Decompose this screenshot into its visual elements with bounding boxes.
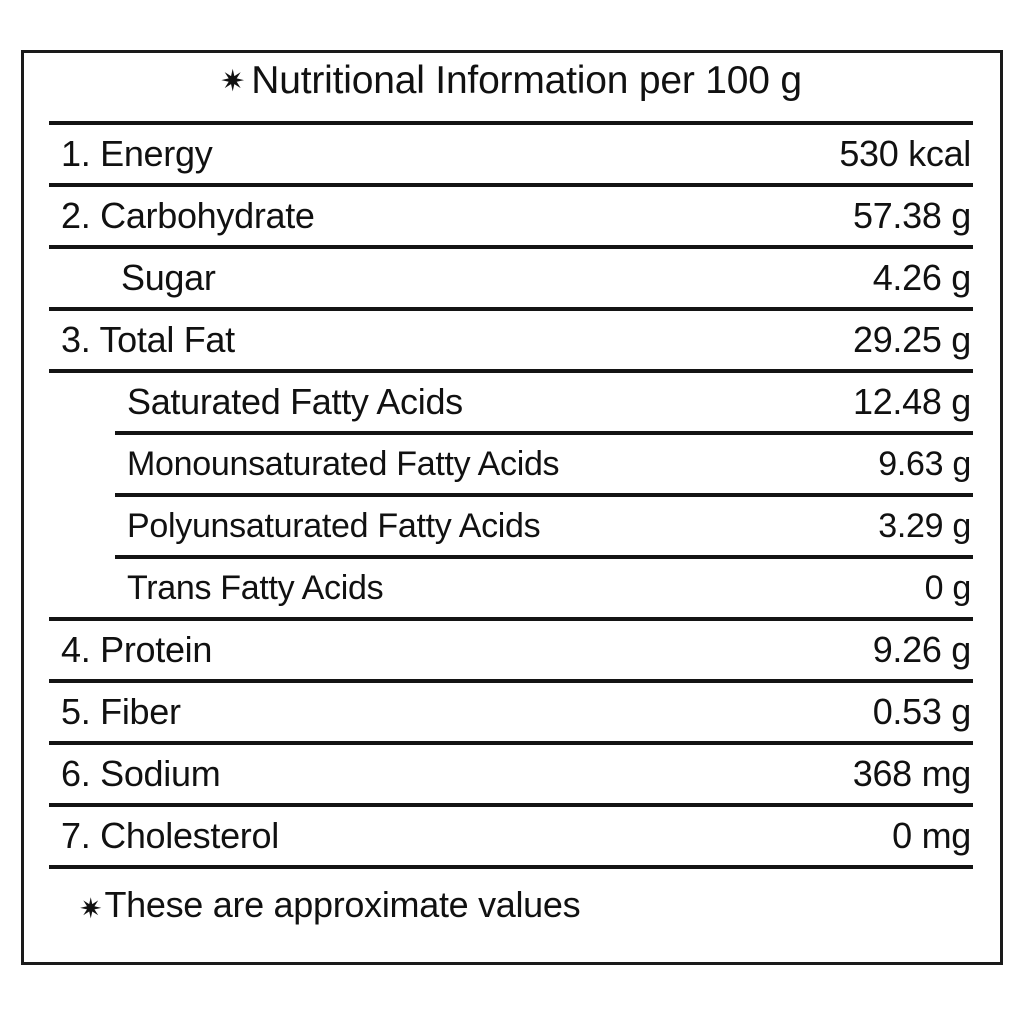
row-value: 12.48 g — [852, 381, 971, 422]
table-row-sugar: Sugar 4.26 g — [49, 249, 973, 307]
row-label: 7. Cholesterol — [61, 815, 279, 856]
table-row-energy: 1. Energy 530 kcal — [49, 125, 973, 183]
divider — [49, 307, 973, 311]
table-row-saturated-fatty-acids: Saturated Fatty Acids 12.48 g — [49, 373, 973, 431]
row-label: Sugar — [121, 257, 216, 298]
table-row-polyunsaturated-fatty-acids: Polyunsaturated Fatty Acids 3.29 g — [49, 497, 973, 555]
row-value: 9.26 g — [872, 629, 972, 670]
row-value: 368 mg — [852, 753, 972, 794]
table-row-monounsaturated-fatty-acids: Monounsaturated Fatty Acids 9.63 g — [49, 435, 973, 493]
row-label: 3. Total Fat — [61, 319, 235, 360]
table-row-total-fat: 3. Total Fat 29.25 g — [49, 311, 973, 369]
divider — [115, 493, 973, 497]
panel-title: ✷ Nutritional Information per 100 g — [49, 53, 973, 121]
nutrition-label-panel: ✷ Nutritional Information per 100 g 1. E… — [21, 50, 1003, 965]
divider — [115, 555, 973, 559]
divider — [49, 741, 973, 745]
row-label: 6. Sodium — [61, 753, 221, 794]
divider — [49, 369, 973, 373]
divider — [49, 121, 973, 125]
row-label: Saturated Fatty Acids — [127, 381, 463, 422]
row-label: 4. Protein — [61, 629, 213, 670]
table-row-fiber: 5. Fiber 0.53 g — [49, 683, 973, 741]
table-row-sodium: 6. Sodium 368 mg — [49, 745, 973, 803]
table-row-carbohydrate: 2. Carbohydrate 57.38 g — [49, 187, 973, 245]
panel-title-text: Nutritional Information per 100 g — [251, 59, 802, 102]
row-value: 3.29 g — [878, 507, 971, 545]
row-value: 0.53 g — [872, 691, 972, 732]
row-value: 9.63 g — [878, 445, 971, 483]
row-value: 4.26 g — [872, 257, 972, 298]
divider — [49, 865, 973, 869]
row-label: 1. Energy — [61, 133, 213, 174]
divider — [49, 679, 973, 683]
row-label: Trans Fatty Acids — [127, 569, 384, 607]
divider — [115, 431, 973, 435]
table-row-trans-fatty-acids: Trans Fatty Acids 0 g — [49, 559, 973, 617]
row-value: 530 kcal — [839, 133, 971, 174]
asterisk-icon: ✷ — [79, 893, 103, 924]
table-row-protein: 4. Protein 9.26 g — [49, 621, 973, 679]
divider — [49, 803, 973, 807]
row-value: 57.38 g — [852, 195, 971, 236]
divider — [49, 183, 973, 187]
row-value: 0 mg — [892, 815, 971, 856]
divider — [49, 245, 973, 249]
row-label: Monounsaturated Fatty Acids — [127, 445, 560, 483]
row-label: 2. Carbohydrate — [61, 195, 315, 236]
asterisk-icon: ✷ — [220, 65, 246, 98]
divider — [49, 617, 973, 621]
row-value: 29.25 g — [852, 319, 971, 360]
row-value: 0 g — [924, 569, 972, 607]
table-row-cholesterol: 7. Cholesterol 0 mg — [49, 807, 973, 865]
row-label: 5. Fiber — [61, 691, 181, 732]
row-label: Polyunsaturated Fatty Acids — [127, 507, 541, 545]
footnote: ✷ These are approximate values — [49, 869, 973, 941]
footnote-text: These are approximate values — [104, 884, 581, 925]
